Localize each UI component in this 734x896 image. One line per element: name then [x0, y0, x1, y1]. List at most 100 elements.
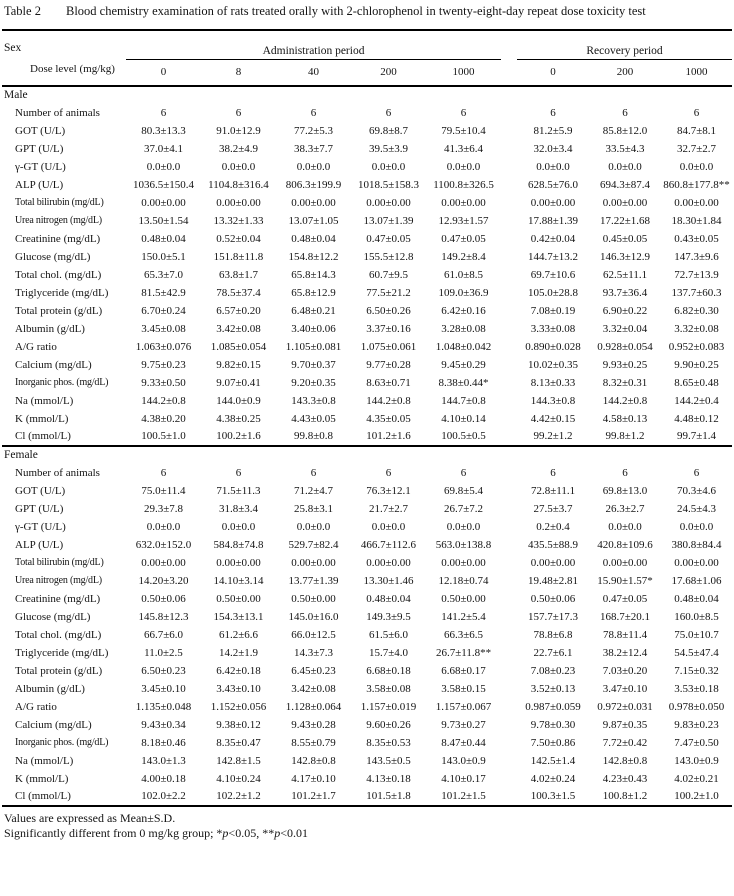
value-cell: 154.8±12.2 — [288, 250, 339, 263]
value-cell: 13.30±1.46 — [363, 574, 414, 587]
value-cell: 66.7±6.0 — [143, 628, 184, 641]
table-row: Creatinine (mg/dL) 0.50±0.06 0.50±0.00 0.50… — [2, 590, 732, 608]
column-spacer — [501, 266, 517, 284]
value-cell: 144.7±13.2 — [527, 250, 579, 263]
value-cell: 9.33±0.50 — [141, 376, 186, 389]
column-group-spacer — [501, 30, 517, 86]
value-cell: 3.32±0.04 — [602, 322, 648, 335]
value-cell: 3.32±0.08 — [674, 322, 719, 335]
value-cell: 9.20±0.35 — [291, 376, 336, 389]
value-cell: 7.08±0.19 — [530, 304, 576, 317]
value-cell: 32.0±3.4 — [533, 142, 573, 155]
value-cell: 18.30±1.84 — [671, 214, 722, 227]
table-row: Total bilirubin (mg/dL) 0.00±0.00 0.00±0.0… — [2, 194, 732, 212]
value-cell: 1.152±0.056 — [210, 700, 267, 713]
table-row: Glucose (mg/dL) 150.0±5.1 151.8±11.8 154.8±… — [2, 248, 732, 266]
parameter-label: Glucose (mg/dL) — [15, 250, 91, 263]
parameter-label: GPT (U/L) — [15, 142, 64, 155]
column-spacer — [501, 734, 517, 752]
parameter-label: Urea nitrogen (mg/dL) — [15, 215, 102, 226]
value-cell: 9.70±0.37 — [291, 358, 336, 371]
value-cell: 69.8±13.0 — [602, 484, 648, 497]
value-cell: 0.52±0.04 — [216, 232, 261, 245]
value-cell: 8.38±0.44* — [438, 376, 489, 389]
value-cell: 6 — [385, 106, 392, 119]
value-cell: 4.43±0.05 — [291, 412, 336, 425]
parameter-label: K (mmol/L) — [15, 412, 69, 425]
value-cell: 380.8±84.4 — [671, 538, 722, 551]
value-cell: 0.952±0.083 — [668, 340, 725, 353]
value-cell: 0.0±0.0 — [146, 520, 181, 533]
value-cell: 66.3±6.5 — [443, 628, 484, 641]
table-footnotes: Values are expressed as Mean±S.D. Signif… — [2, 807, 732, 841]
value-cell: 4.17±0.10 — [291, 772, 336, 785]
parameter-label: Total protein (g/dL) — [15, 304, 103, 317]
value-cell: 0.00±0.00 — [441, 196, 486, 209]
value-cell: 0.00±0.00 — [530, 556, 576, 569]
recovery-period-header: Recovery period — [517, 29, 733, 60]
value-cell: 32.7±2.7 — [677, 142, 717, 155]
parameter-label: Total bilirubin (mg/dL) — [15, 557, 104, 568]
value-cell: 27.5±3.7 — [533, 502, 573, 515]
value-cell: 694.3±87.4 — [599, 178, 651, 191]
value-cell: 17.88±1.39 — [527, 214, 579, 227]
value-cell: 3.43±0.10 — [216, 682, 261, 695]
value-cell: 3.33±0.08 — [530, 322, 576, 335]
parameter-label: Total chol. (mg/dL) — [15, 628, 102, 641]
value-cell: 8.18±0.46 — [141, 736, 186, 749]
dose-admin-0: 0 — [160, 66, 167, 79]
table-row: Total protein (g/dL) 6.70±0.24 6.57±0.20 6.… — [2, 302, 732, 320]
value-cell: 6 — [550, 106, 556, 119]
value-cell: 1.135±0.048 — [135, 700, 192, 713]
value-cell: 3.47±0.10 — [602, 682, 648, 695]
value-cell: 1.157±0.019 — [360, 700, 417, 713]
table-row: GOT (U/L) 75.0±11.4 71.5±11.3 71.2±4.7 76.3±… — [2, 482, 732, 500]
parameter-label: Number of animals — [15, 466, 100, 479]
column-spacer — [501, 752, 517, 770]
value-cell: 6 — [622, 106, 628, 119]
value-cell: 65.8±12.9 — [291, 286, 336, 299]
value-cell: 38.2±4.9 — [218, 142, 259, 155]
parameter-label: A/G ratio — [15, 700, 57, 713]
column-spacer — [501, 158, 517, 176]
parameter-label: GPT (U/L) — [15, 502, 64, 515]
table-row: Urea nitrogen (mg/dL) 13.50±1.54 13.32±1.3… — [2, 212, 732, 230]
column-spacer — [501, 230, 517, 248]
value-cell: 142.8±1.5 — [216, 754, 261, 767]
column-spacer — [501, 356, 517, 374]
table-row: Inorganic phos. (mg/dL) 8.18±0.46 8.35±0.4… — [2, 734, 732, 752]
value-cell: 13.77±1.39 — [288, 574, 339, 587]
parameter-label: Triglyceride (mg/dL) — [15, 646, 109, 659]
value-cell: 3.42±0.08 — [216, 322, 261, 335]
value-cell: 6 — [235, 466, 242, 479]
value-cell: 3.42±0.08 — [291, 682, 336, 695]
value-cell: 81.2±5.9 — [533, 124, 573, 137]
table-row: K (mmol/L) 4.00±0.18 4.10±0.24 4.17±0.10 4.1… — [2, 770, 732, 788]
value-cell: 142.8±0.8 — [291, 754, 336, 767]
value-cell: 0.00±0.00 — [366, 556, 411, 569]
value-cell: 0.2±0.4 — [536, 520, 570, 533]
parameter-label: Total chol. (mg/dL) — [15, 268, 102, 281]
value-cell: 6.68±0.17 — [441, 664, 486, 677]
column-spacer — [501, 770, 517, 788]
value-cell: 12.18±0.74 — [438, 574, 489, 587]
value-cell: 78.8±11.4 — [602, 628, 648, 641]
value-cell: 39.5±3.9 — [368, 142, 409, 155]
value-cell: 1.085±0.054 — [210, 340, 267, 353]
table-row: K (mmol/L) 4.38±0.20 4.38±0.25 4.43±0.05 4.3… — [2, 410, 732, 428]
value-cell: 0.0±0.0 — [221, 520, 256, 533]
column-spacer — [501, 176, 517, 194]
value-cell: 14.10±3.14 — [213, 574, 264, 587]
parameter-label: Inorganic phos. (mg/dL) — [15, 737, 109, 748]
value-cell: 6 — [693, 466, 700, 479]
value-cell: 4.10±0.24 — [216, 772, 261, 785]
value-cell: 100.5±0.5 — [441, 430, 486, 442]
value-cell: 0.0±0.0 — [536, 160, 570, 173]
table-row: Calcium (mg/dL) 9.43±0.34 9.38±0.12 9.43±0.… — [2, 716, 732, 734]
value-cell: 65.3±7.0 — [143, 268, 184, 281]
value-cell: 70.3±4.6 — [677, 484, 717, 497]
value-cell: 13.07±1.05 — [288, 214, 339, 227]
value-cell: 1.075±0.061 — [360, 340, 417, 353]
value-cell: 144.2±0.4 — [674, 394, 719, 407]
value-cell: 21.7±2.7 — [368, 502, 409, 515]
